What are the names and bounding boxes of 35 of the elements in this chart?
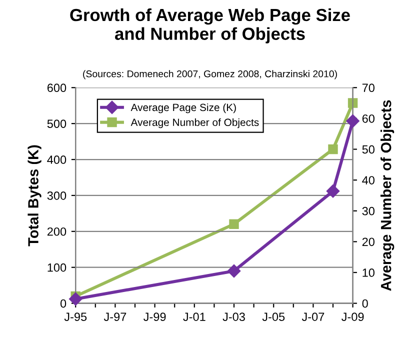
- y-tick-label: 200: [47, 227, 66, 236]
- x-tick-label: J-03: [222, 312, 245, 321]
- y2-tick-label: 40: [362, 176, 374, 184]
- x-tick-label: J-95: [64, 312, 87, 321]
- y2-tick-label: 20: [362, 238, 374, 246]
- x-tick-label: J-97: [104, 312, 126, 321]
- y-tick-label: 600: [47, 84, 66, 92]
- legend-label: Average Number of Objects: [130, 118, 259, 128]
- point: [328, 144, 338, 154]
- y2-tick-label: 60: [362, 114, 374, 123]
- y-tick-label: 300: [47, 191, 66, 200]
- point: [229, 219, 239, 229]
- x-tick-label: J-01: [183, 312, 206, 321]
- y2-tick-label: 30: [362, 206, 374, 216]
- x-tick-label: J-09: [342, 312, 364, 321]
- point: [69, 292, 82, 306]
- point: [346, 114, 360, 128]
- y2-axis-title: Average Number of Objects: [380, 100, 394, 291]
- point: [326, 184, 340, 198]
- legend-label: Average Page Size (K): [130, 103, 236, 114]
- chart-title: Growth of Average Web Page Size and Number of Objects: [70, 8, 350, 44]
- y-tick-label: 0: [60, 299, 66, 308]
- x-tick-label: J-07: [302, 312, 324, 321]
- point: [227, 264, 241, 278]
- y-tick-label: 500: [47, 120, 66, 128]
- y2-tick-label: 0: [362, 299, 368, 308]
- y-axis-title: Total Bytes (K): [28, 145, 42, 246]
- y2-tick-label: 10: [362, 268, 374, 277]
- x-tick-label: J-05: [262, 312, 285, 321]
- y-tick-label: 100: [48, 263, 66, 272]
- x-tick-label: J-99: [144, 312, 166, 321]
- y2-tick-label: 70: [362, 84, 374, 92]
- y-tick-label: 400: [47, 156, 66, 164]
- text: (Sources: Domenech 2007, Gomez 2008, Charzinski 2010): [83, 70, 337, 80]
- y2-tick-label: 50: [362, 145, 374, 154]
